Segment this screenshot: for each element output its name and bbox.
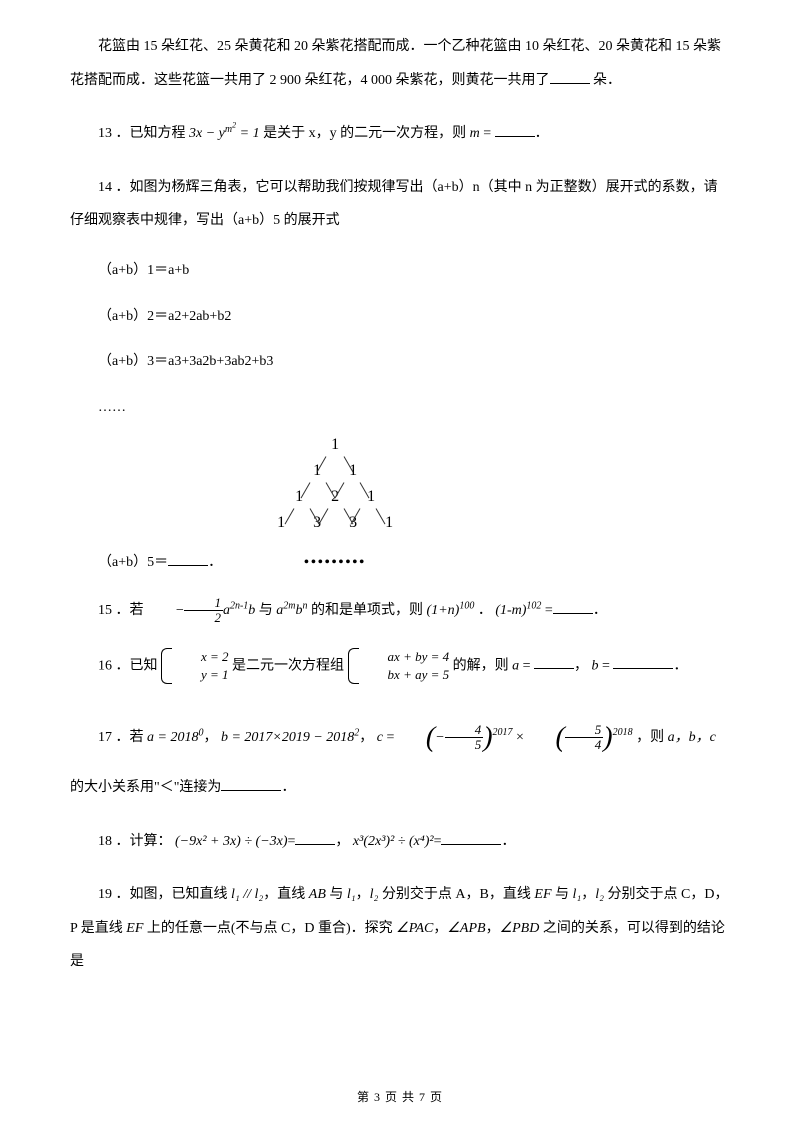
q12-end: 朵． xyxy=(590,73,622,88)
q14-l3: （a+b）3＝a3+3a2b+3ab2+b3 xyxy=(98,345,730,379)
q13-text: 13 ．已知方程 3x − ym2 = 1 是关于 x，y 的二元一次方程，则 … xyxy=(70,117,730,151)
q14-blank xyxy=(168,552,208,566)
q14-dots: …… xyxy=(98,391,730,425)
q14-answer-row: （a+b）5＝． 1 11 121 1331 ••••••••• xyxy=(70,432,730,580)
q18-blank2 xyxy=(441,831,501,845)
q19-text: 19 ．如图，已知直线 l₁ // l₂，直线 AB 与 l₁，l₂ 分别交于点… xyxy=(70,878,730,979)
q12-body: 花篮由 15 朵红花、25 朵黄花和 20 朵紫花搭配而成．一个乙种花篮由 10… xyxy=(70,39,721,88)
q18-text: 18 ．计算： (−9x² + 3x) ÷ (−3x)=， x³(2x³)² ÷… xyxy=(70,825,730,859)
q13-prefix: 13 ．已知方程 xyxy=(98,126,189,141)
q16-sys2: ax + by = 4 bx + ay = 5 xyxy=(348,648,450,684)
q12-blank xyxy=(550,70,590,84)
q16-blank-a xyxy=(534,655,574,669)
q16-text: 16 ．已知 x = 2 y = 1 是二元一次方程组 ax + by = 4 … xyxy=(70,648,730,684)
q17-blank xyxy=(221,777,281,791)
q15-term1: −12a2n-1b xyxy=(147,594,255,628)
q15-blank xyxy=(553,600,593,614)
q14-answer: （a+b）5＝． xyxy=(98,546,222,580)
q16-sys1: x = 2 y = 1 xyxy=(161,648,229,684)
page-footer: 第 3 页 共 7 页 xyxy=(0,1083,800,1112)
q13-blank xyxy=(495,123,535,137)
pascal-dots: ••••••••• xyxy=(240,546,430,580)
q13-middle: 是关于 x，y 的二元一次方程，则 xyxy=(263,126,470,141)
q16-blank-b xyxy=(613,655,673,669)
q13-eq: 3x − ym2 = 1 xyxy=(189,126,263,141)
q14-l1: （a+b）1＝a+b xyxy=(98,254,730,288)
q14-l2: （a+b）2＝a2+2ab+b2 xyxy=(98,300,730,334)
q18-blank1 xyxy=(295,831,335,845)
q12-text: 花篮由 15 朵红花、25 朵黄花和 20 朵紫花搭配而成．一个乙种花篮由 10… xyxy=(70,30,730,97)
q17-paren2: (54)2018 xyxy=(527,704,632,771)
q18-e1: (−9x² + 3x) ÷ (−3x) xyxy=(175,834,288,849)
q14-p1: 14 ．如图为杨辉三角表，它可以帮助我们按规律写出（a+b）n（其中 n 为正整… xyxy=(70,171,730,238)
pascal-triangle: 1 11 121 1331 xyxy=(240,432,430,542)
q15-term2: a2mbn xyxy=(276,603,307,618)
pascal-r1: 1 xyxy=(240,432,430,458)
q18-e2: x³(2x³)² ÷ (x⁴)² xyxy=(353,834,434,849)
pascal-wrapper: 1 11 121 1331 ••••••••• xyxy=(240,432,430,580)
q15-text: 15 ．若 −12a2n-1b 与 a2mbn 的和是单项式，则 (1+n)10… xyxy=(70,594,730,628)
q17-paren1: (−45)2017 xyxy=(398,704,513,771)
q17-text: 17 ．若 a = 20180， b = 2017×2019 − 20182， … xyxy=(70,704,730,805)
